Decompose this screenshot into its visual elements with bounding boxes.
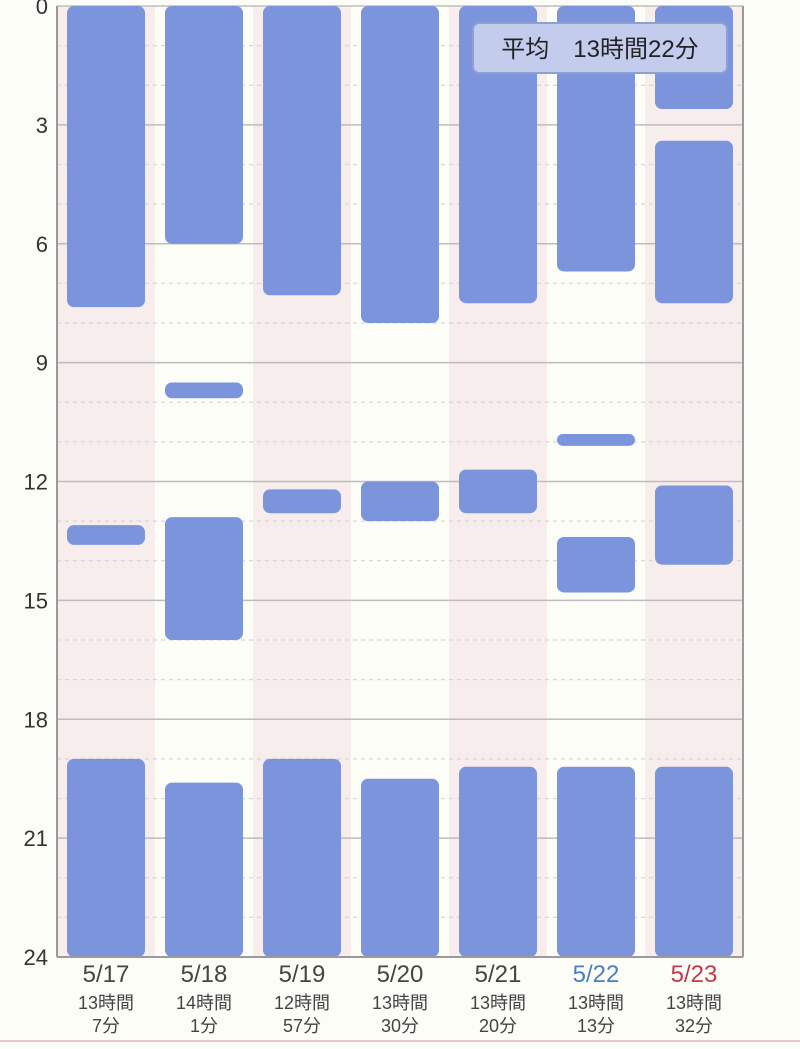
- sleep-bar[interactable]: [263, 758, 341, 957]
- sleep-bar[interactable]: [557, 766, 635, 957]
- duration-label-hours: 13時間: [568, 993, 624, 1013]
- sleep-bar[interactable]: [557, 433, 635, 446]
- average-label: 平均 13時間22分: [501, 36, 698, 63]
- sleep-bar[interactable]: [459, 6, 537, 304]
- sleep-bar[interactable]: [361, 481, 439, 522]
- duration-label-minutes: 13分: [577, 1016, 615, 1036]
- y-tick-label: 12: [24, 470, 48, 495]
- sleep-bar[interactable]: [165, 382, 243, 399]
- sleep-bar[interactable]: [361, 778, 439, 957]
- sleep-bar[interactable]: [459, 766, 537, 957]
- duration-label-minutes: 7分: [92, 1016, 120, 1036]
- sleep-bar[interactable]: [361, 6, 439, 323]
- sleep-bar[interactable]: [165, 782, 243, 957]
- x-tick-label: 5/23: [671, 961, 718, 988]
- sleep-bar[interactable]: [655, 766, 733, 957]
- x-tick-label: 5/21: [475, 961, 522, 988]
- y-tick-label: 24: [24, 945, 48, 970]
- y-tick-label: 3: [36, 113, 48, 138]
- duration-label-hours: 13時間: [470, 993, 526, 1013]
- y-tick-label: 0: [36, 0, 48, 19]
- x-tick-label: 5/20: [377, 961, 424, 988]
- y-tick-label: 21: [24, 826, 48, 851]
- sleep-bar[interactable]: [165, 6, 243, 244]
- duration-label-minutes: 1分: [190, 1016, 218, 1036]
- sleep-bar[interactable]: [655, 140, 733, 304]
- average-badge: [472, 22, 728, 74]
- y-tick-label: 15: [24, 588, 48, 613]
- sleep-bar[interactable]: [557, 536, 635, 593]
- y-tick-label: 6: [36, 232, 48, 257]
- sleep-bar[interactable]: [655, 485, 733, 565]
- duration-label-minutes: 30分: [381, 1016, 419, 1036]
- x-tick-label: 5/17: [83, 961, 130, 988]
- y-tick-label: 18: [24, 707, 48, 732]
- duration-label-hours: 13時間: [372, 993, 428, 1013]
- duration-label-hours: 12時間: [274, 993, 330, 1013]
- sleep-bar[interactable]: [165, 517, 243, 640]
- x-tick-label: 5/18: [181, 961, 228, 988]
- x-tick-label: 5/22: [573, 961, 620, 988]
- duration-label-hours: 13時間: [666, 993, 722, 1013]
- bottom-divider: [0, 1040, 800, 1042]
- sleep-bar[interactable]: [67, 6, 145, 308]
- duration-label-hours: 13時間: [78, 993, 134, 1013]
- duration-label-minutes: 32分: [675, 1016, 713, 1036]
- x-tick-label: 5/19: [279, 961, 326, 988]
- sleep-bar[interactable]: [263, 6, 341, 296]
- sleep-bar[interactable]: [67, 525, 145, 545]
- sleep-bar[interactable]: [67, 758, 145, 957]
- y-tick-label: 9: [36, 351, 48, 376]
- sleep-bar[interactable]: [459, 469, 537, 514]
- sleep-bar[interactable]: [263, 489, 341, 514]
- duration-label-minutes: 57分: [283, 1016, 321, 1036]
- duration-label-hours: 14時間: [176, 993, 232, 1013]
- duration-label-minutes: 20分: [479, 1016, 517, 1036]
